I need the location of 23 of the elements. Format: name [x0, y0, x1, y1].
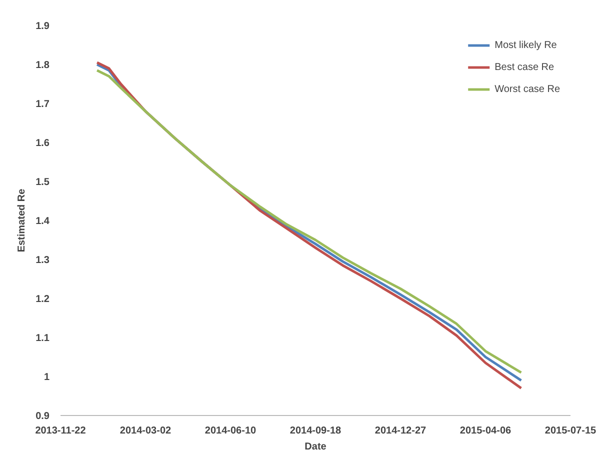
y-tick-label: 1.6	[36, 138, 50, 149]
y-tick-label: 0.9	[36, 411, 50, 422]
x-axis-title: Date	[304, 442, 327, 452]
x-tick-label: 2015-07-15	[544, 426, 597, 436]
y-axis-title: Estimated Re	[16, 188, 28, 252]
legend-label: Worst case Re	[494, 84, 560, 94]
y-tick-label: 1.1	[36, 333, 50, 344]
y-tick-label: 1.2	[36, 294, 50, 305]
x-tick-label: 2014-06-10	[204, 426, 257, 436]
legend-label: Most likely Re	[494, 40, 557, 50]
x-tick-label: 2014-03-02	[120, 426, 172, 436]
legend-label: Best case Re	[494, 62, 554, 72]
x-tick-label: 2014-09-18	[290, 426, 342, 436]
x-tick-label: 2014-12-27	[374, 426, 427, 436]
y-tick-label: 1.8	[36, 60, 50, 71]
y-tick-label: 1.4	[36, 216, 50, 227]
x-tick-label: 2015-04-06	[460, 426, 512, 436]
y-tick-label: 1.3	[36, 255, 50, 266]
y-tick-label: 1	[44, 372, 50, 383]
y-tick-label: 1.7	[36, 99, 50, 110]
y-tick-label: 1.9	[36, 21, 50, 32]
y-tick-label: 1.5	[36, 177, 50, 188]
x-tick-label: 2013-11-22	[35, 426, 86, 436]
